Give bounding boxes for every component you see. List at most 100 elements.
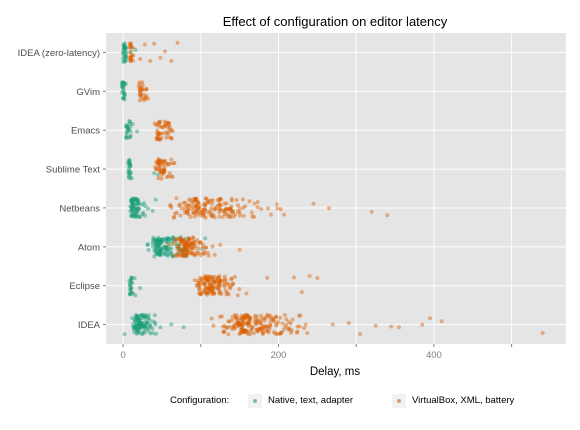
data-point <box>156 235 161 240</box>
data-point <box>169 127 174 132</box>
data-point <box>145 326 150 331</box>
data-point <box>171 235 176 240</box>
data-point <box>224 325 229 330</box>
data-point <box>131 197 136 202</box>
data-point <box>128 55 133 60</box>
data-point <box>120 85 125 90</box>
data-point <box>186 237 191 242</box>
data-point <box>140 96 145 101</box>
data-point <box>179 252 184 257</box>
data-point <box>234 313 239 318</box>
data-point <box>129 54 134 59</box>
data-point <box>146 315 151 320</box>
data-point <box>158 247 163 252</box>
data-point <box>133 324 138 329</box>
data-point <box>121 84 126 89</box>
data-point <box>137 320 142 325</box>
data-point <box>197 292 202 297</box>
data-point <box>133 47 138 52</box>
data-point <box>124 50 129 55</box>
data-point <box>245 321 250 326</box>
data-point <box>133 214 138 219</box>
data-point <box>160 249 165 254</box>
data-point <box>223 206 228 211</box>
data-point <box>217 202 222 207</box>
data-point <box>257 319 262 324</box>
data-point <box>210 198 215 203</box>
x-tick-label: 0 <box>120 350 125 361</box>
data-point <box>230 210 235 215</box>
data-point <box>191 236 196 241</box>
data-point <box>121 59 126 64</box>
data-point <box>180 237 185 242</box>
data-point <box>209 214 214 219</box>
data-point <box>131 53 136 58</box>
data-point <box>138 313 143 318</box>
data-point <box>265 312 270 317</box>
data-point <box>174 237 179 242</box>
chart-title: Effect of configuration on editor latenc… <box>223 14 448 29</box>
data-point <box>130 121 135 126</box>
data-point <box>151 237 156 242</box>
data-point <box>278 315 283 320</box>
data-point <box>201 288 206 293</box>
data-point <box>150 244 155 249</box>
data-point <box>130 206 135 211</box>
data-point <box>127 41 132 46</box>
data-point <box>212 291 217 296</box>
data-point <box>129 279 134 284</box>
data-point <box>169 252 174 257</box>
data-point <box>238 321 243 326</box>
data-point <box>248 332 253 337</box>
data-point <box>237 322 242 327</box>
data-point <box>121 46 126 51</box>
data-point <box>156 163 161 168</box>
data-point <box>127 162 132 167</box>
data-point <box>243 312 248 317</box>
data-point <box>145 206 150 211</box>
data-point <box>258 321 263 326</box>
data-point <box>254 314 259 319</box>
data-point <box>210 286 215 291</box>
data-point <box>127 134 132 139</box>
data-point <box>199 208 204 213</box>
data-point <box>241 320 246 325</box>
data-point <box>140 324 145 329</box>
data-point <box>156 161 161 166</box>
data-point <box>175 242 180 247</box>
data-point <box>156 137 161 142</box>
data-point <box>136 207 141 212</box>
data-point <box>168 161 173 166</box>
data-point <box>121 81 126 86</box>
data-point <box>139 313 144 318</box>
data-point <box>158 169 163 174</box>
data-point <box>240 327 245 332</box>
data-point <box>151 238 156 243</box>
data-point <box>211 323 216 328</box>
data-point <box>172 160 177 165</box>
data-point <box>189 244 194 249</box>
data-point <box>237 322 242 327</box>
data-point <box>189 245 194 250</box>
data-point <box>230 314 235 319</box>
data-point <box>132 197 137 202</box>
data-point <box>140 312 145 317</box>
data-point <box>237 287 242 292</box>
data-point <box>204 285 209 290</box>
data-point <box>129 276 134 281</box>
data-point <box>132 330 137 335</box>
data-point <box>128 280 133 285</box>
data-point <box>174 244 179 249</box>
data-point <box>142 42 147 47</box>
data-point <box>140 83 145 88</box>
data-point <box>123 47 128 52</box>
data-point <box>169 238 174 243</box>
data-point <box>191 196 196 201</box>
data-point <box>164 245 169 250</box>
data-point <box>243 328 248 333</box>
data-point <box>140 331 145 336</box>
data-point <box>171 161 176 166</box>
data-point <box>263 315 268 320</box>
data-point <box>201 244 206 249</box>
data-point <box>130 209 135 214</box>
